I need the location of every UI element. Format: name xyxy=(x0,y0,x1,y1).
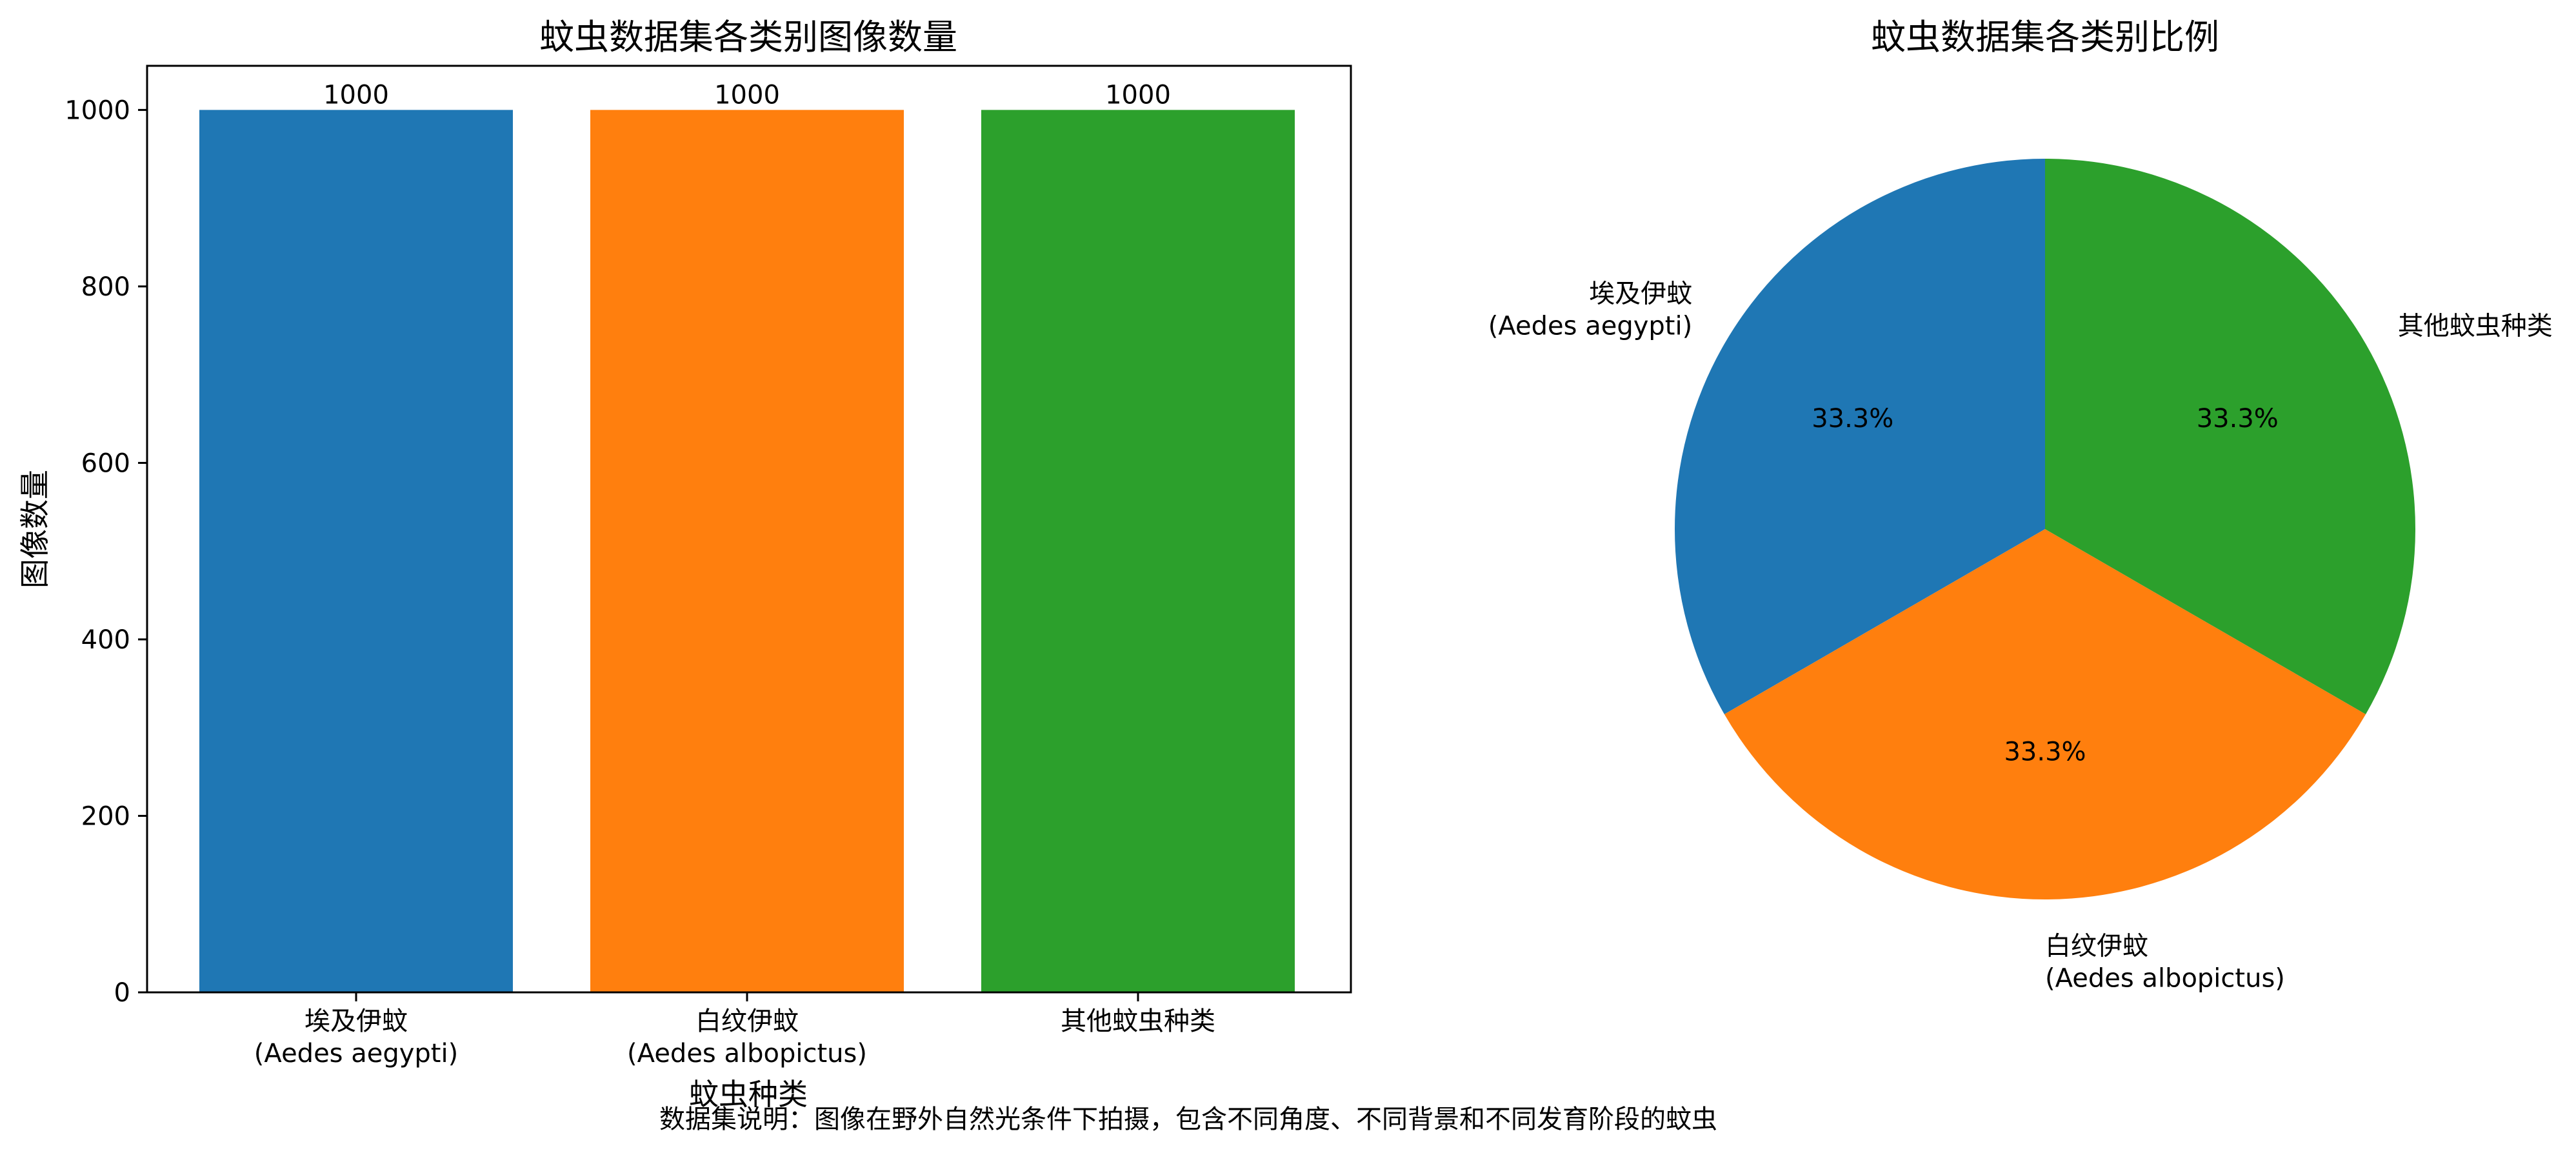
plot-frame xyxy=(146,65,1352,994)
dataset-caption: 数据集说明：图像在野外自然光条件下拍摄，包含不同角度、不同背景和不同发育阶段的蚊… xyxy=(659,1105,1717,1134)
bar-value-labels: 1000 1000 1000 xyxy=(323,80,1171,110)
pie-chart-title: 蚊虫数据集各类别比例 xyxy=(1871,17,2219,57)
y-tick-label: 1000 xyxy=(65,95,130,125)
bar xyxy=(199,110,513,992)
x-tick-label: 其他蚊虫种类 xyxy=(1061,1007,1215,1036)
pie-category-labels: 埃及伊蚊 (Aedes aegypti) 白纹伊蚊(Aedes albopictus… xyxy=(1488,279,2553,993)
y-axis-label: 图像数量 xyxy=(17,470,52,588)
y-tick-label: 200 xyxy=(81,801,130,831)
pie-slice xyxy=(1724,529,2366,900)
y-tick-label: 800 xyxy=(81,272,130,302)
pie-category-label: 白纹伊蚊 xyxy=(2045,931,2148,961)
y-axis-ticks: 0 200 400 600 800 1000 xyxy=(65,95,147,1008)
pie-chart: 蚊虫数据集各类别比例 33.3% 33.3% 33.3% 埃及伊蚊 (Aedes ae… xyxy=(1488,17,2553,993)
x-tick-label: 白纹伊蚊 xyxy=(695,1007,799,1036)
pie-slices xyxy=(1674,159,2415,900)
pie-category-label: (Aedes aegypti) xyxy=(1488,311,1692,341)
pie-percent-label: 33.3% xyxy=(2004,737,2086,767)
pie-percent-labels: 33.3% 33.3% 33.3% xyxy=(1812,404,2279,767)
pie-percent-label: 33.3% xyxy=(1812,404,1893,434)
pie-category-label: 其他蚊虫种类 xyxy=(2398,311,2553,341)
x-tick-label: 埃及伊蚊 xyxy=(305,1007,408,1036)
y-tick-label: 400 xyxy=(81,625,130,655)
bar-series xyxy=(199,110,1295,992)
x-axis-label: 蚊虫种类 xyxy=(689,1077,808,1112)
x-tick-label: (Aedes aegypti) xyxy=(254,1039,458,1068)
x-axis-ticks: 埃及伊蚊 (Aedes aegypti) 白纹伊蚊 (Aedes albopictus… xyxy=(254,992,1215,1068)
bar-value-label: 1000 xyxy=(714,80,780,110)
pie-slice xyxy=(1674,159,2045,714)
y-tick-label: 600 xyxy=(81,448,130,478)
y-tick-label: 0 xyxy=(114,978,130,1008)
pie-slice xyxy=(2045,159,2415,714)
pie-percent-label: 33.3% xyxy=(2197,404,2279,434)
bar xyxy=(590,110,904,992)
bar-value-label: 1000 xyxy=(1105,80,1171,110)
pie-category-label: (Aedes albopictus) xyxy=(2045,963,2285,993)
bar-value-label: 1000 xyxy=(323,80,389,110)
bar xyxy=(981,110,1295,992)
bar-chart-title: 蚊虫数据集各类别图像数量 xyxy=(539,17,957,57)
pie-category-label: 埃及伊蚊 xyxy=(1589,279,1692,308)
x-tick-label: (Aedes albopictus) xyxy=(627,1039,867,1068)
